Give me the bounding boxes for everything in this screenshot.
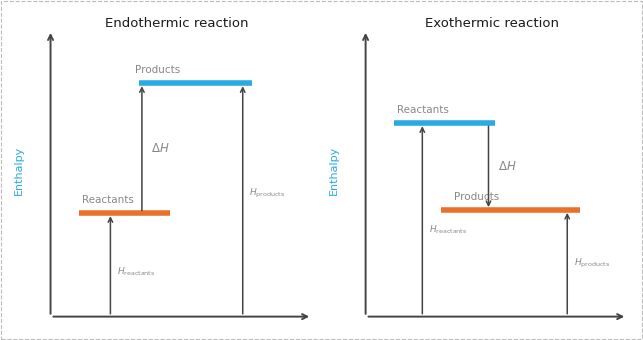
Text: Reactants: Reactants [397, 105, 449, 115]
Text: $H_\mathrm{products}$: $H_\mathrm{products}$ [249, 187, 285, 200]
Text: Endothermic reaction: Endothermic reaction [105, 17, 248, 30]
Text: Products: Products [454, 192, 499, 202]
Text: $H_\mathrm{reactants}$: $H_\mathrm{reactants}$ [117, 266, 155, 278]
Text: Exothermic reaction: Exothermic reaction [424, 17, 559, 30]
Text: Enthalpy: Enthalpy [14, 146, 24, 194]
Text: Reactants: Reactants [82, 195, 134, 205]
Text: $\Delta H$: $\Delta H$ [151, 142, 170, 155]
Text: $H_\mathrm{products}$: $H_\mathrm{products}$ [574, 257, 610, 270]
Text: Enthalpy: Enthalpy [329, 146, 339, 194]
Text: Products: Products [135, 65, 180, 75]
Text: $H_\mathrm{reactants}$: $H_\mathrm{reactants}$ [429, 224, 467, 236]
Text: $\Delta H$: $\Delta H$ [498, 160, 516, 173]
